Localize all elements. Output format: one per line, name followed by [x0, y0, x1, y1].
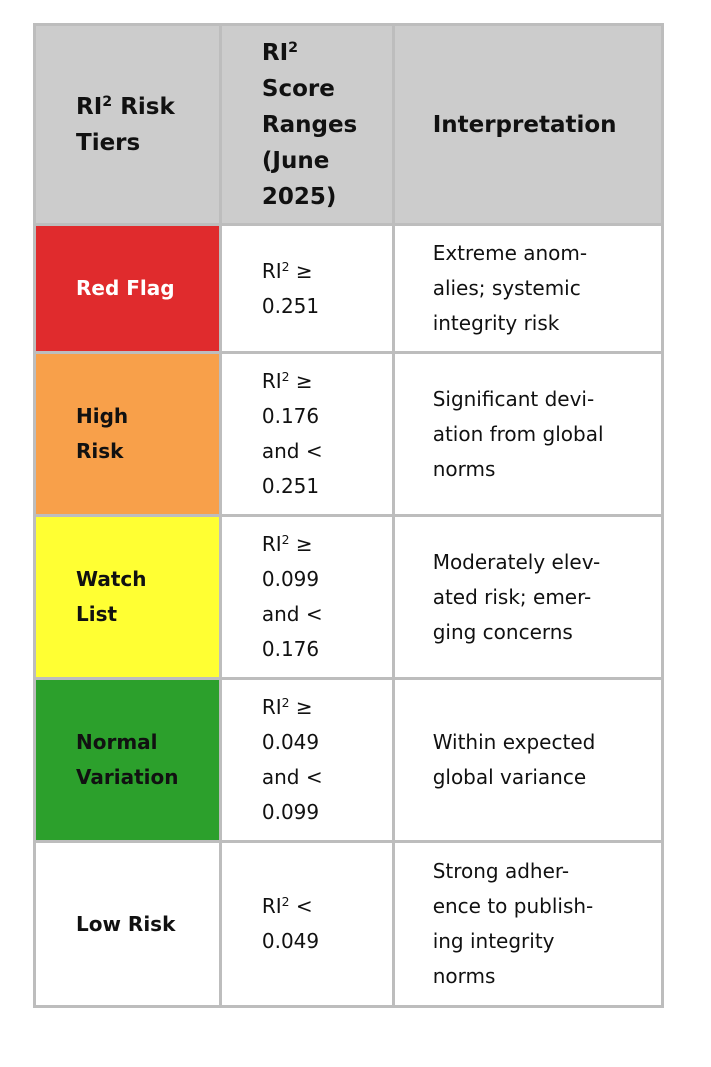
interpretation-line: Within expected: [432, 730, 596, 754]
range-connector: and <: [261, 602, 323, 626]
range-cell: RI2 ≥ 0.251: [221, 226, 392, 351]
range-value: 0.176: [261, 404, 320, 428]
tier-label: Variation: [76, 765, 179, 789]
interpretation-cell: Strong adher- ence to publish- ing integ…: [394, 843, 661, 1005]
ri-superscript: 2: [281, 258, 290, 274]
interpretation-cell: Significant devi- ation from global norm…: [394, 354, 661, 514]
header-ranges-word: Ranges: [261, 111, 358, 138]
range-operator: ≥: [295, 369, 313, 393]
ri-text: RI: [261, 369, 282, 393]
table-row: Low Risk RI2 < 0.049 Strong adher- ence …: [36, 843, 661, 1005]
ri-text: RI: [261, 695, 282, 719]
range-value: 0.251: [261, 474, 320, 498]
header-ri-superscript: 2: [102, 93, 113, 110]
header-risk-word: Risk: [112, 93, 175, 120]
range-value: 0.099: [261, 567, 320, 591]
range-connector: and <: [261, 765, 323, 789]
tier-cell-red-flag: Red Flag: [36, 226, 219, 351]
table-row: Red Flag RI2 ≥ 0.251 Extreme anom- alies…: [36, 226, 661, 351]
interpretation-line: Strong adher-: [432, 859, 570, 883]
ri-superscript: 2: [281, 894, 290, 910]
table-row: High Risk RI2 ≥ 0.176 and < 0.251 Signif…: [36, 354, 661, 514]
range-line: RI2 ≥: [262, 364, 384, 399]
range-value: 0.251: [261, 293, 320, 318]
header-interpretation: Interpretation: [394, 26, 661, 223]
header-score-ranges-line1: RI2: [262, 35, 384, 71]
interpretation-line: ation from global: [432, 421, 604, 446]
range-cell: RI2 ≥ 0.049 and < 0.099: [221, 680, 392, 840]
tier-cell-high-risk: High Risk: [36, 354, 219, 514]
header-ri-text: RI: [261, 39, 289, 66]
table-header-row: RI2 Risk Tiers RI2 Score Ranges (June 20…: [36, 26, 661, 223]
interpretation-cell: Within expected global variance: [394, 680, 661, 840]
risk-tiers-table: RI2 Risk Tiers RI2 Score Ranges (June 20…: [33, 23, 664, 1008]
range-value: 0.099: [261, 800, 320, 824]
interpretation-line: norms: [432, 456, 496, 481]
range-connector: and <: [261, 439, 323, 463]
range-cell: RI2 ≥ 0.099 and < 0.176: [221, 517, 392, 677]
ri-text: RI: [261, 532, 282, 556]
tier-cell-low-risk: Low Risk: [36, 843, 219, 1005]
range-operator: ≥: [295, 695, 313, 719]
tier-label: Red Flag: [76, 276, 175, 300]
header-risk-tiers: RI2 Risk Tiers: [36, 26, 219, 223]
header-ri-text: RI: [76, 93, 103, 120]
interpretation-line: norms: [432, 964, 496, 988]
range-operator: ≥: [295, 258, 313, 283]
header-tiers-word: Tiers: [76, 129, 141, 156]
range-line: RI2 ≥: [262, 690, 384, 725]
range-line: RI2 <: [262, 889, 384, 924]
ri-text: RI: [261, 894, 282, 918]
range-operator: ≥: [295, 532, 313, 556]
tier-label: Low Risk: [76, 911, 176, 936]
ri-superscript: 2: [281, 369, 290, 385]
header-ri-superscript: 2: [288, 39, 299, 56]
interpretation-line: ging concerns: [432, 619, 573, 644]
interpretation-line: ing integrity: [432, 929, 555, 953]
interpretation-line: Significant devi-: [432, 386, 595, 411]
tier-label: Normal: [76, 730, 158, 754]
interpretation-cell: Moderately elev- ated risk; emer- ging c…: [394, 517, 661, 677]
range-value: 0.049: [261, 730, 320, 754]
interpretation-line: Moderately elev-: [432, 549, 601, 574]
tier-label: High: [76, 404, 129, 428]
ri-superscript: 2: [281, 532, 290, 548]
tier-cell-normal-variation: Normal Variation: [36, 680, 219, 840]
interpretation-cell: Extreme anom- alies; systemic integrity …: [394, 226, 661, 351]
range-value: 0.176: [261, 637, 320, 661]
table-row: Watch List RI2 ≥ 0.099 and < 0.176 Moder…: [36, 517, 661, 677]
header-risk-tiers-line1: RI2 Risk: [76, 89, 211, 125]
table-row: Normal Variation RI2 ≥ 0.049 and < 0.099…: [36, 680, 661, 840]
interpretation-line: global variance: [432, 765, 587, 789]
interpretation-line: alies; systemic: [432, 276, 581, 300]
header-june-word: (June: [261, 147, 330, 174]
ri-text: RI: [261, 258, 282, 283]
interpretation-line: ated risk; emer-: [432, 584, 592, 609]
range-cell: RI2 ≥ 0.176 and < 0.251: [221, 354, 392, 514]
header-score-word: Score: [261, 75, 335, 102]
tier-cell-watch-list: Watch List: [36, 517, 219, 677]
range-value: 0.049: [261, 929, 320, 953]
interpretation-line: integrity risk: [432, 311, 560, 335]
tier-label: Watch: [76, 567, 147, 591]
interpretation-line: Extreme anom-: [432, 241, 588, 265]
tier-label: Risk: [76, 439, 124, 463]
range-line: RI2 ≥: [262, 527, 384, 562]
range-operator: <: [295, 894, 313, 918]
range-line: RI2 ≥: [262, 254, 384, 289]
ri-superscript: 2: [281, 695, 290, 711]
tier-label: List: [76, 602, 118, 626]
header-score-ranges: RI2 Score Ranges (June 2025): [221, 26, 392, 223]
range-cell: RI2 < 0.049: [221, 843, 392, 1005]
interpretation-line: ence to publish-: [432, 894, 594, 918]
header-year-word: 2025): [261, 183, 337, 210]
